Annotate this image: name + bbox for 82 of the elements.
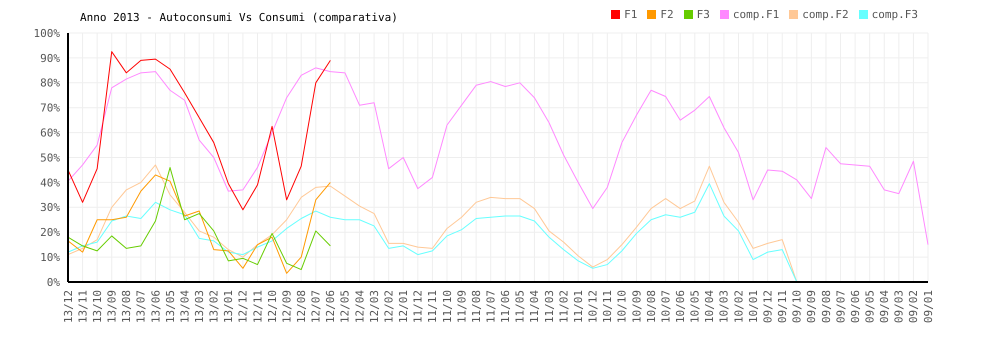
x-tick-label: 13/02 xyxy=(208,290,221,324)
x-tick-label: 09/02 xyxy=(907,290,920,324)
x-tick-label: 13/08 xyxy=(120,290,134,324)
x-tick-label: 11/08 xyxy=(470,290,483,324)
x-tick-label: 09/08 xyxy=(820,290,833,324)
line-series xyxy=(68,67,928,246)
y-tick-label: 60% xyxy=(40,126,60,140)
x-tick-label: 11/09 xyxy=(455,290,468,324)
x-tick-label: 09/07 xyxy=(834,290,848,324)
x-tick-label: 12/10 xyxy=(266,290,279,324)
x-tick-label: 11/03 xyxy=(542,290,556,324)
line-series xyxy=(68,183,798,282)
y-tick-label: 90% xyxy=(40,52,60,65)
x-tick-label: 11/01 xyxy=(572,290,585,324)
x-tick-label: 13/11 xyxy=(76,290,90,324)
y-tick-label: 80% xyxy=(40,76,60,90)
x-tick-label: 12/01 xyxy=(397,290,410,324)
legend-label: F3 xyxy=(696,8,710,21)
x-tick-label: 12/07 xyxy=(310,290,323,324)
x-tick-label: 09/12 xyxy=(761,290,774,324)
x-tick-label: 12/04 xyxy=(353,290,366,324)
x-tick-label: 13/10 xyxy=(90,290,104,324)
x-tick-label: 12/02 xyxy=(382,290,396,324)
x-tick-label: 10/01 xyxy=(746,290,760,324)
line-series xyxy=(68,51,331,210)
x-tick-label: 09/04 xyxy=(878,290,892,324)
x-tick-label: 09/10 xyxy=(790,290,804,324)
y-tick-label: 70% xyxy=(40,102,60,115)
line-series xyxy=(68,164,798,282)
legend-label: comp.F1 xyxy=(732,8,780,21)
x-tick-label: 13/09 xyxy=(106,290,119,324)
x-tick-label: 10/04 xyxy=(703,290,716,324)
x-tick-label: 10/12 xyxy=(586,290,600,324)
x-tick-label: 10/06 xyxy=(674,290,688,324)
y-tick-label: 10% xyxy=(40,251,60,264)
x-tick-label: 09/06 xyxy=(848,290,862,324)
y-tick-label: 30% xyxy=(40,201,60,214)
y-tick-label: 50% xyxy=(40,151,60,164)
legend-label: comp.F2 xyxy=(802,8,849,21)
x-tick-label: 09/11 xyxy=(776,290,790,324)
x-tick-label: 09/03 xyxy=(892,290,906,324)
x-tick-label: 12/09 xyxy=(280,290,294,324)
x-tick-label: 11/10 xyxy=(440,290,454,324)
x-tick-label: 12/12 xyxy=(236,290,250,324)
x-tick-label: 11/12 xyxy=(412,290,425,324)
y-tick-label: 40% xyxy=(40,176,60,190)
x-tick-label: 13/07 xyxy=(134,290,148,324)
x-tick-label: 10/08 xyxy=(644,290,658,324)
x-tick-label: 12/05 xyxy=(338,290,352,324)
x-tick-label: 13/05 xyxy=(164,290,177,324)
x-tick-label: 11/11 xyxy=(426,290,440,324)
x-tick-label: 10/10 xyxy=(616,290,629,324)
x-tick-label: 10/07 xyxy=(659,290,672,324)
x-tick-label: 11/04 xyxy=(528,290,542,324)
x-tick-label: 10/05 xyxy=(688,290,702,324)
x-tick-label: 10/11 xyxy=(601,290,614,324)
x-tick-label: 12/11 xyxy=(251,290,264,324)
x-tick-label: 09/01 xyxy=(922,290,935,324)
x-tick-label: 12/03 xyxy=(368,290,381,324)
y-tick-label: 100% xyxy=(34,26,60,40)
x-tick-label: 12/06 xyxy=(324,290,338,324)
x-tick-label: 13/01 xyxy=(222,290,236,324)
x-tick-label: 10/03 xyxy=(718,290,731,324)
x-tick-label: 10/09 xyxy=(630,290,644,324)
x-tick-label: 13/04 xyxy=(178,290,192,324)
legend-label: comp.F3 xyxy=(872,8,918,21)
x-tick-label: 10/02 xyxy=(732,290,746,324)
legend-label: F1 xyxy=(624,8,638,21)
legend-label: F2 xyxy=(660,8,674,21)
x-tick-label: 12/08 xyxy=(295,290,308,324)
x-tick-label: 13/03 xyxy=(192,290,206,324)
y-tick-label: 0% xyxy=(46,276,60,289)
x-tick-label: 13/12 xyxy=(62,290,75,324)
x-tick-label: 13/06 xyxy=(149,290,162,324)
x-tick-label: 11/05 xyxy=(514,290,527,324)
x-tick-label: 11/06 xyxy=(499,290,512,324)
y-tick-label: 20% xyxy=(40,226,60,240)
x-tick-label: 09/05 xyxy=(864,290,877,324)
chart-title: Anno 2013 - Autoconsumi Vs Consumi (comparativa) xyxy=(80,11,398,24)
x-tick-label: 09/09 xyxy=(805,290,818,324)
x-tick-label: 11/02 xyxy=(557,290,570,324)
x-tick-label: 11/07 xyxy=(484,290,498,324)
